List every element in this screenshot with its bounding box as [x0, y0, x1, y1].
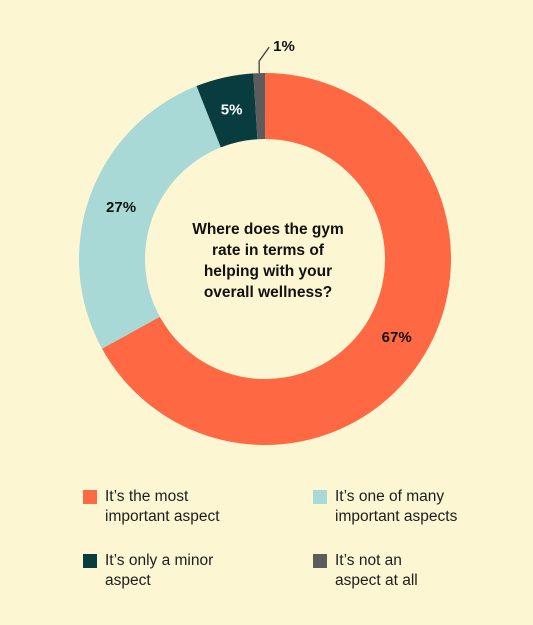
slice-minor [196, 73, 258, 148]
chart-title: Where does the gym rate in terms of help… [192, 221, 344, 301]
value-label-one-of-many: 27% [106, 199, 136, 216]
legend-label: It’s not an aspect at all [335, 552, 418, 589]
legend-item-one-of-many: It’s one of many important aspects [313, 487, 505, 527]
donut-chart: 67% 27% 5% 1% [79, 38, 451, 446]
legend-swatch [313, 490, 327, 504]
value-label-minor: 5% [221, 102, 243, 119]
legend-item-most-important: It’s the most important aspect [83, 487, 275, 527]
legend: It’s the most important aspect It’s one … [0, 480, 533, 620]
leader-line [258, 46, 270, 74]
slice-one-of-many [79, 86, 221, 349]
legend-swatch [83, 554, 97, 568]
legend-item-minor: It’s only a minor aspect [83, 551, 275, 591]
value-label-most-important: 67% [382, 329, 412, 346]
legend-label: It’s one of many important aspects [335, 488, 458, 525]
value-label-not-an-aspect: 1% [273, 38, 295, 55]
legend-label: It’s the most important aspect [105, 488, 220, 525]
slice-not-an-aspect [253, 73, 265, 140]
legend-item-not-an-aspect: It’s not an aspect at all [313, 551, 505, 591]
legend-swatch [313, 554, 327, 568]
legend-swatch [83, 490, 97, 504]
legend-label: It’s only a minor aspect [105, 552, 214, 589]
slice-most-important [102, 73, 451, 446]
